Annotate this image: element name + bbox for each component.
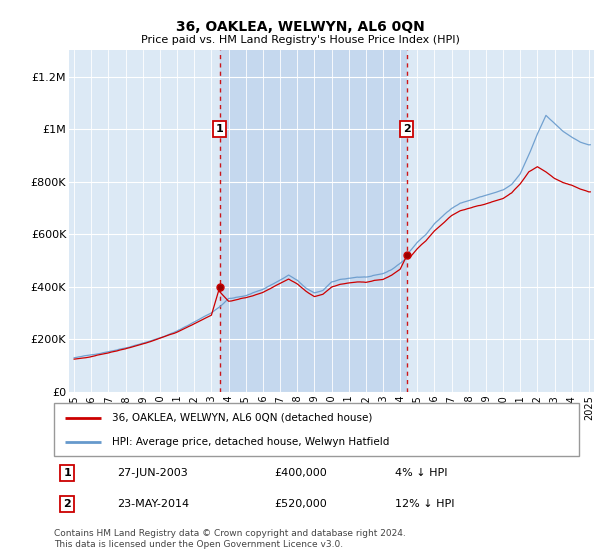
Text: Contains HM Land Registry data © Crown copyright and database right 2024.
This d: Contains HM Land Registry data © Crown c… — [54, 529, 406, 549]
Text: 12% ↓ HPI: 12% ↓ HPI — [395, 500, 455, 509]
Text: 2: 2 — [403, 124, 410, 134]
Text: 1: 1 — [63, 468, 71, 478]
Text: HPI: Average price, detached house, Welwyn Hatfield: HPI: Average price, detached house, Welw… — [112, 437, 389, 447]
FancyBboxPatch shape — [54, 403, 579, 456]
Text: 1: 1 — [216, 124, 224, 134]
Text: 36, OAKLEA, WELWYN, AL6 0QN (detached house): 36, OAKLEA, WELWYN, AL6 0QN (detached ho… — [112, 413, 372, 423]
Text: 36, OAKLEA, WELWYN, AL6 0QN: 36, OAKLEA, WELWYN, AL6 0QN — [176, 20, 424, 34]
Text: 2: 2 — [63, 500, 71, 509]
Text: Price paid vs. HM Land Registry's House Price Index (HPI): Price paid vs. HM Land Registry's House … — [140, 35, 460, 45]
Text: 27-JUN-2003: 27-JUN-2003 — [117, 468, 188, 478]
Text: £520,000: £520,000 — [275, 500, 327, 509]
Bar — [220, 50, 407, 392]
Text: 4% ↓ HPI: 4% ↓ HPI — [395, 468, 448, 478]
Text: 23-MAY-2014: 23-MAY-2014 — [117, 500, 189, 509]
Text: £400,000: £400,000 — [275, 468, 327, 478]
